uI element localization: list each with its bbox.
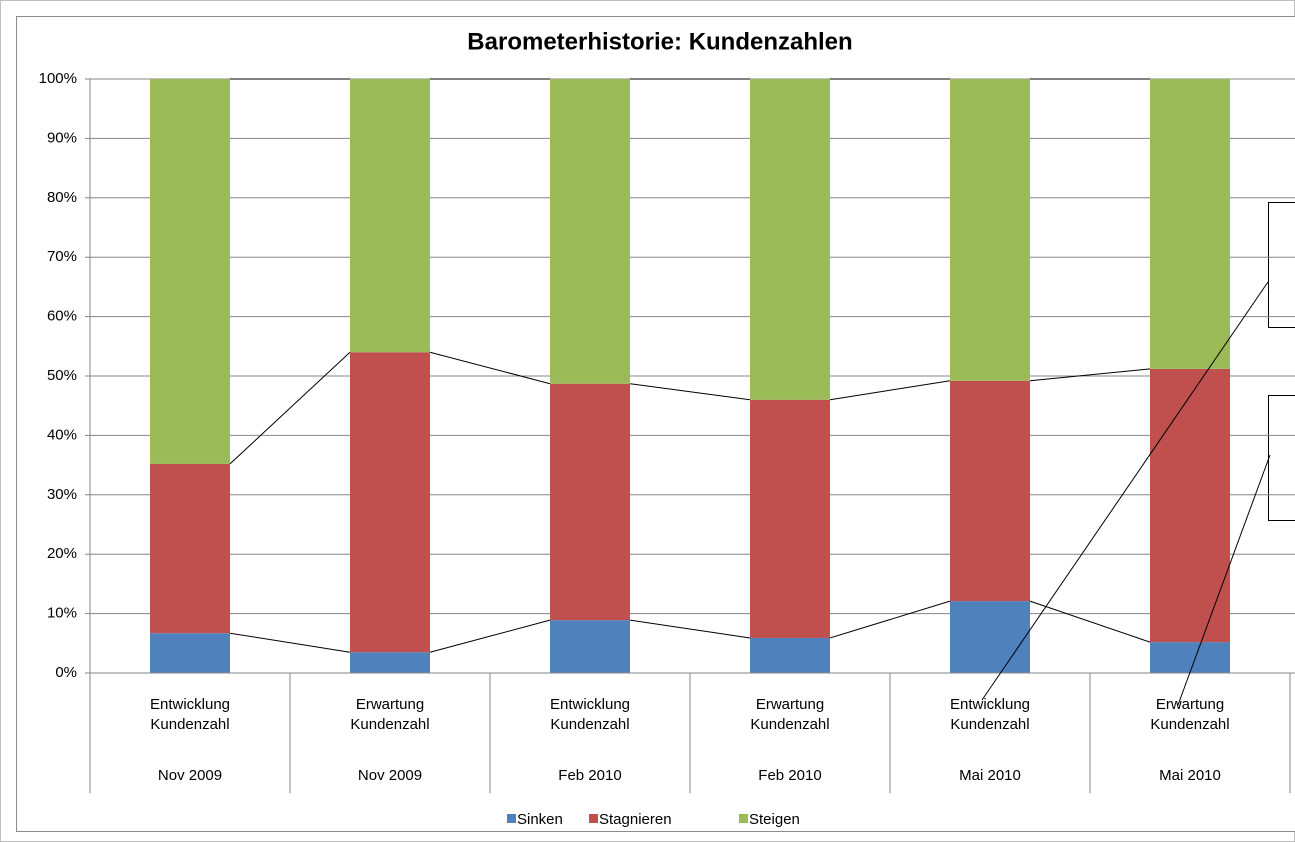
callout-box [1268,395,1295,521]
x-tick-line: Kundenzahl [750,716,829,733]
series-line [629,383,751,401]
x-tick-label: Erwartung Kundenzahl [350,696,429,733]
x-tick-line: Entwicklung [950,696,1030,713]
bar-segment [750,79,830,400]
bar-segment [550,383,630,621]
bar-segment [1150,79,1230,369]
chart-title: Barometerhistorie: Kundenzahlen [467,28,852,55]
bar-segment [150,79,230,464]
bar-segment [1150,642,1230,673]
x-tick-label: Erwartung Kundenzahl [1150,696,1229,733]
bar-segment [750,399,830,638]
bar-segment [750,637,830,673]
x-tick-line: Kundenzahl [1150,716,1229,733]
series-line [229,351,351,465]
y-tick-label: 90% [47,129,77,146]
bar-segment [550,620,630,673]
legend-swatch [589,814,598,823]
y-tick-label: 20% [47,545,77,562]
y-tick-label: 50% [47,367,77,384]
x-group-label: Feb 2010 [758,767,821,784]
callout-box [1268,202,1295,328]
x-tick-label: Entwicklung Kundenzahl [550,696,630,733]
bar-segment [1150,368,1230,643]
series-line [229,632,351,653]
series-line [629,619,751,639]
x-tick-line: Erwartung [356,696,424,713]
bar-segment [950,601,1030,673]
x-tick-line: Entwicklung [150,696,230,713]
series-line [429,619,551,653]
x-group-label: Nov 2009 [358,767,422,784]
x-tick-label: Erwartung Kundenzahl [750,696,829,733]
legend-label: Steigen [749,811,800,828]
series-line [1029,600,1151,643]
x-group-label: Mai 2010 [1159,767,1221,784]
bar-segment [350,652,430,673]
bar-segment [350,352,430,653]
legend-label: Sinken [517,811,563,828]
x-tick-line: Kundenzahl [350,716,429,733]
callout-leader [1177,454,1271,706]
series-line [429,351,551,385]
legend-swatch [739,814,748,823]
y-tick-label: 0% [55,664,77,681]
x-tick-line: Erwartung [1156,696,1224,713]
bar-segment [350,79,430,353]
x-tick-line: Kundenzahl [950,716,1029,733]
x-group-label: Mai 2010 [959,767,1021,784]
x-group-label: Nov 2009 [158,767,222,784]
series-line [829,380,951,401]
legend-label: Stagnieren [599,811,672,828]
y-tick-label: 30% [47,486,77,503]
x-tick-line: Entwicklung [550,696,630,713]
bar-segment [550,79,630,384]
x-group-label: Feb 2010 [558,767,621,784]
x-tick-line: Erwartung [756,696,824,713]
y-tick-label: 60% [47,308,77,325]
y-tick-label: 70% [47,248,77,265]
x-tick-line: Kundenzahl [150,716,229,733]
legend-swatch [507,814,516,823]
bar-segment [150,633,230,673]
x-tick-label: Entwicklung Kundenzahl [950,696,1030,733]
series-line [829,600,951,639]
y-tick-label: 10% [47,605,77,622]
y-tick-label: 100% [39,70,77,87]
x-tick-label: Entwicklung Kundenzahl [150,696,230,733]
x-tick-line: Kundenzahl [550,716,629,733]
series-line [1029,368,1151,382]
y-tick-label: 80% [47,189,77,206]
callout-leader [981,281,1269,701]
bar-segment [950,380,1030,602]
y-tick-label: 40% [47,426,77,443]
bar-segment [150,463,230,634]
bar-segment [950,79,1030,381]
